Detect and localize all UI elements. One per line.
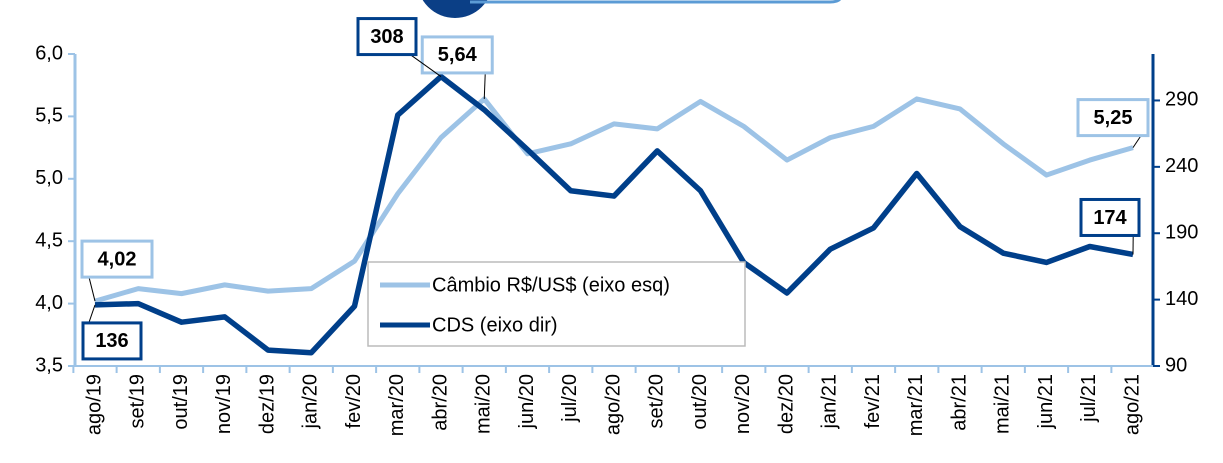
label-box <box>356 17 418 57</box>
x-tick-label: out/20 <box>689 374 711 430</box>
y-tick-label: 4,5 <box>35 229 63 251</box>
x-tick-label: set/20 <box>646 374 668 428</box>
x-tick-label: jun/21 <box>1035 374 1057 430</box>
label-leader <box>88 304 96 324</box>
x-tick-label: mai/21 <box>992 374 1014 434</box>
y-tick-label: 4,0 <box>35 292 63 314</box>
x-tick-label: fev/20 <box>343 374 365 428</box>
data-label: 308 <box>370 26 403 48</box>
y-tick-label: 5,5 <box>35 105 63 127</box>
x-tick-label: out/19 <box>170 374 192 430</box>
y2-tick-label: 140 <box>1165 288 1198 310</box>
x-tick-label: nov/19 <box>213 374 235 434</box>
line-series <box>94 73 1134 356</box>
label-box <box>81 321 143 361</box>
x-tick-label: mar/21 <box>905 374 927 436</box>
data-label: 174 <box>1093 207 1127 229</box>
legend-label: Câmbio R$/US$ (eixo esq) <box>432 274 670 296</box>
y2-tick-label: 240 <box>1165 155 1198 177</box>
y-tick-label: 3,5 <box>35 354 63 376</box>
x-tick-label: jan/21 <box>819 374 841 430</box>
label-leader <box>88 276 96 302</box>
label-box <box>1079 197 1141 237</box>
data-label: 5,25 <box>1094 107 1133 129</box>
legend-box <box>367 261 746 347</box>
x-tick-label: ago/19 <box>83 374 105 435</box>
y2-tick-label: 290 <box>1165 89 1198 111</box>
x-tick-label: mar/20 <box>386 374 408 436</box>
data-label: 5,64 <box>438 44 478 66</box>
x-tick-label: ago/21 <box>1121 374 1143 435</box>
data-label: 136 <box>95 330 128 352</box>
data-label: 4,02 <box>98 248 137 270</box>
y-tick-label: 5,0 <box>35 167 63 189</box>
y-tick-label: 6,0 <box>35 42 63 64</box>
x-tick-label: jul/21 <box>1078 374 1100 423</box>
x-tick-label: dez/20 <box>775 374 797 434</box>
x-tick-label: abr/21 <box>948 374 970 431</box>
x-tick-label: abr/20 <box>429 374 451 431</box>
label-box <box>1076 98 1150 138</box>
label-leader <box>1132 135 1142 148</box>
x-tick-label: nov/20 <box>732 374 754 434</box>
x-tick-label: mai/20 <box>473 374 495 434</box>
label-leader <box>483 72 486 99</box>
x-tick-label: jul/20 <box>559 374 581 423</box>
label-box <box>420 35 494 75</box>
x-tick-label: fev/21 <box>862 374 884 428</box>
y2-tick-label: 190 <box>1165 222 1198 244</box>
y2-tick-label: 90 <box>1165 354 1187 376</box>
decoration <box>422 0 488 18</box>
x-tick-label: jun/20 <box>516 374 538 430</box>
label-box <box>80 239 154 279</box>
x-tick-label: ago/20 <box>602 374 624 435</box>
x-tick-label: set/19 <box>127 374 149 428</box>
decoration <box>470 0 841 4</box>
legend-label: CDS (eixo dir) <box>432 314 558 336</box>
x-tick-label: dez/19 <box>256 374 278 434</box>
line-series <box>94 96 1134 304</box>
label-leader <box>409 54 442 77</box>
x-tick-label: jan/20 <box>300 374 322 430</box>
